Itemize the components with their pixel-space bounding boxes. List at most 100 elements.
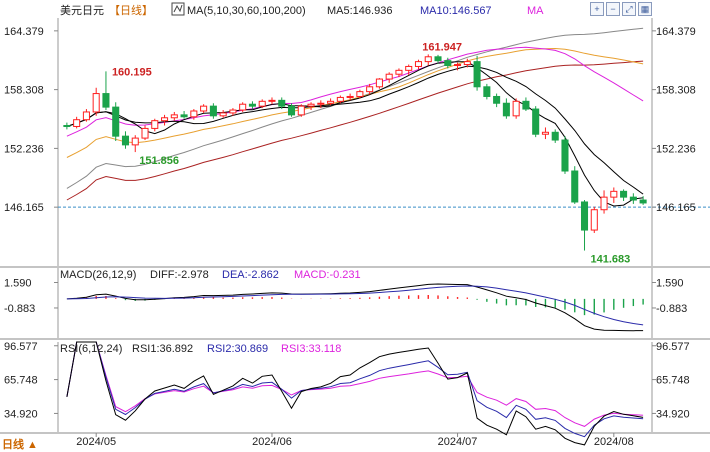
candle-body: [571, 170, 579, 203]
price-annotations: 161.947 160.195 151.856 141.683: [112, 41, 630, 265]
candle-body: [502, 102, 510, 117]
candle-body: [551, 131, 559, 141]
candle-body: [248, 103, 256, 107]
rsi-lines: [66, 341, 644, 446]
macd-dea-line: [66, 285, 644, 326]
candle-body: [180, 114, 188, 118]
grid-icon[interactable]: ▦: [638, 2, 652, 16]
candle-body: [620, 190, 628, 198]
candle-body: [63, 125, 71, 128]
rsi1-line: [66, 341, 644, 446]
candle-body: [522, 100, 530, 110]
zoom-in-icon[interactable]: +: [590, 2, 604, 16]
candle-body: [102, 93, 110, 108]
candle-body: [307, 103, 315, 107]
candle-body: [385, 73, 393, 80]
candle-body: [395, 69, 403, 75]
macd-title: MACD(26,12,9): [60, 269, 136, 281]
candle-body: [346, 95, 354, 98]
candle-body: [121, 135, 130, 146]
candle-body: [268, 99, 276, 102]
ma-params-label: MA(5,10,30,60,100,200): [187, 5, 306, 17]
price-axis: 164.379 164.379 158.308 158.308 152.236 …: [4, 26, 696, 214]
rsi-tick-label: 65.748: [656, 375, 690, 387]
expand-icon[interactable]: ⤢: [622, 2, 636, 16]
ma10-value: MA10:146.567: [420, 5, 492, 17]
ma5-line: [66, 61, 644, 207]
rsi2-value: RSI2:30.869: [207, 343, 268, 355]
candle-body: [258, 100, 266, 107]
candle-body: [444, 60, 452, 66]
candle-body: [229, 109, 237, 114]
low-annotation: 141.683: [591, 254, 631, 266]
rsi-tick-label: 34.920: [4, 408, 38, 420]
candle-body: [327, 100, 335, 104]
candle-body: [190, 110, 198, 118]
price-grid: [54, 30, 710, 208]
candle-body: [493, 95, 501, 104]
candle-body: [317, 102, 325, 105]
candle-body: [610, 190, 618, 198]
candle-body: [161, 117, 169, 122]
date-tick-label: 2024/06: [252, 436, 292, 448]
candle-body: [112, 106, 120, 137]
macd-tick-label: -0.883: [656, 303, 687, 315]
rsi-tick-label: 65.748: [4, 375, 38, 387]
candle-body: [73, 119, 81, 127]
ma-settings-icon[interactable]: [171, 2, 185, 16]
ma5-value: MA5:146.936: [327, 5, 392, 17]
price-tick-label: 164.379: [656, 26, 696, 38]
price-tick-label: 152.236: [4, 143, 44, 155]
price-tick-label: 158.308: [656, 85, 696, 97]
period-high-annotation: 160.195: [112, 66, 152, 78]
candle-body: [336, 96, 344, 102]
candle-body: [512, 100, 520, 117]
candle-body: [239, 103, 247, 111]
candle-body: [82, 111, 90, 121]
candle-body: [278, 99, 286, 107]
high-annotation: 161.947: [422, 41, 462, 53]
period-tag[interactable]: 【日线】: [109, 3, 153, 17]
swing-low-annotation: 151.856: [139, 155, 179, 167]
candle-body: [532, 108, 540, 135]
price-tick-label: 146.165: [4, 202, 44, 214]
price-tick-label: 164.379: [4, 26, 44, 38]
candle-body: [131, 137, 139, 146]
candle-body: [580, 201, 589, 231]
candle-body: [170, 114, 178, 119]
zoom-out-icon[interactable]: −: [606, 2, 620, 16]
candle-body: [366, 86, 374, 93]
macd-tick-label: 1.590: [656, 278, 684, 290]
candle-body: [561, 139, 569, 172]
candle-body: [209, 105, 217, 117]
macd-diff-value: DIFF:-2.978: [150, 269, 209, 281]
candle-body: [375, 78, 383, 88]
panel-frames: [0, 18, 710, 437]
rsi-tick-label: 96.577: [4, 341, 38, 353]
candle-body: [297, 105, 305, 116]
candle-body: [639, 199, 647, 204]
rsi-grid: [54, 345, 656, 414]
moving-average-lines: [66, 27, 644, 207]
date-tick-label: 2024/05: [76, 436, 116, 448]
date-tick-label: 2024/07: [438, 436, 478, 448]
candlesticks: [63, 54, 647, 251]
candle-body: [434, 56, 442, 62]
ma200-line: [66, 60, 644, 201]
ma60-line: [66, 47, 644, 158]
candle-body: [483, 86, 491, 97]
price-tick-label: 152.236: [656, 143, 696, 155]
candle-body: [424, 56, 432, 63]
ma-chart-glyph-icon: [173, 4, 183, 13]
period-switch-button[interactable]: 日线 ▲: [2, 437, 38, 451]
candle-body: [463, 61, 471, 66]
ma-more-value: MA: [527, 5, 544, 17]
macd-dea-value: DEA:-2.862: [222, 269, 279, 281]
price-tick-label: 158.308: [4, 85, 44, 97]
rsi-title: RSI(6,12,24): [60, 343, 122, 355]
price-tick-label: 146.165: [656, 202, 696, 214]
candle-body: [151, 120, 159, 129]
candle-body: [473, 61, 481, 88]
macd-diff-line: [66, 283, 644, 332]
